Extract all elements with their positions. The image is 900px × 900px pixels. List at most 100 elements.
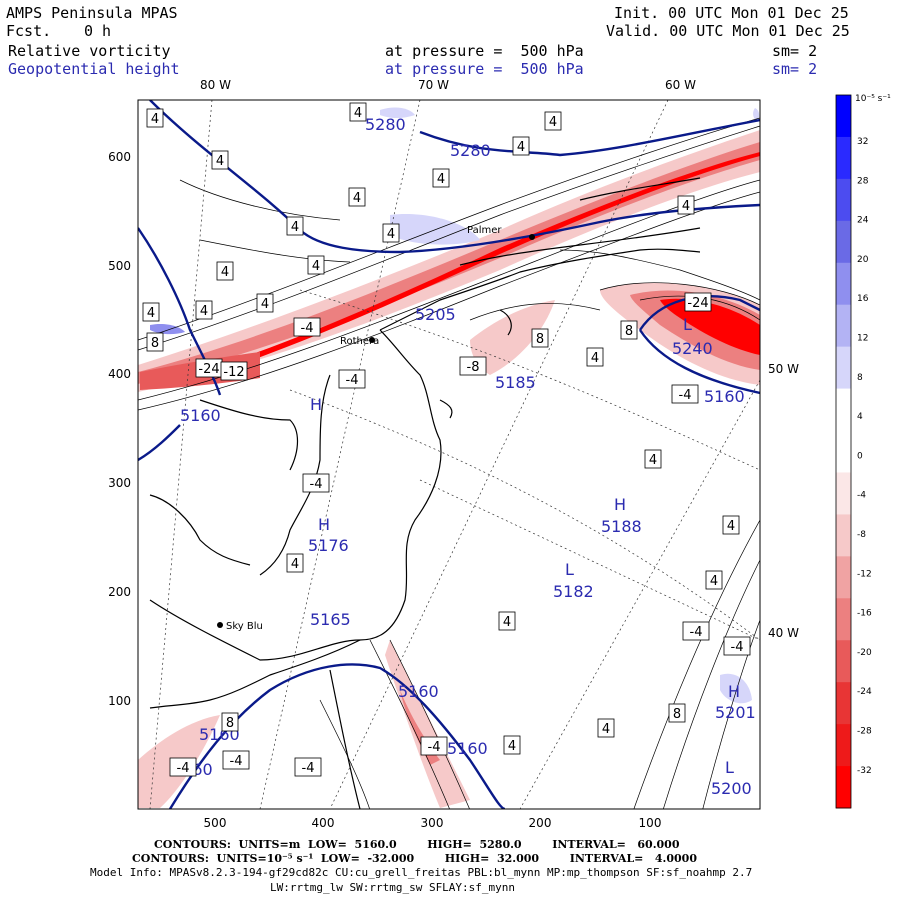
vorticity-label-text: 4 [517,140,525,155]
x-tick-label: 300 [421,816,444,830]
height-label: 5200 [711,779,752,798]
colorbar-segment [836,430,851,473]
height-label: 5188 [601,517,642,536]
lon-label: 80 W [200,78,231,92]
vorticity-label-text: 4 [216,154,224,169]
height-label: 5201 [715,703,756,722]
vorticity-label-box: 4 [349,102,367,122]
lon-label: 70 W [418,78,449,92]
colorbar-label: -24 [857,687,872,697]
vorticity-label-box: 8 [531,328,549,348]
vorticity-label-box: -24 [684,292,712,312]
field2-smoothing: sm= 2 [772,60,818,78]
low-marker: L [683,315,692,334]
y-tick-label: 400 [108,367,131,381]
colorbar-label: -4 [857,491,866,501]
colorbar-label: 4 [857,412,863,422]
colorbar-label: 28 [857,176,869,186]
vorticity-label-box: 4 [498,611,516,631]
vorticity-label-text: 4 [437,172,445,187]
vorticity-label-box: 8 [221,712,239,732]
vorticity-label-text: 4 [387,227,395,242]
valid-time: Valid. 00 UTC Mon 01 Dec 25 [606,22,850,40]
vorticity-label-text: 4 [261,297,269,312]
low-marker: L [565,560,574,579]
vorticity-label-box: 4 [142,302,160,322]
vorticity-label-box: -4 [671,384,699,404]
colorbar-label: 20 [857,255,869,265]
vorticity-label-text: 4 [291,220,299,235]
vorticity-shading [138,107,760,808]
height-labels: 5280 5280 5205 5185 5160 5176 5165 5188 … [172,115,756,798]
y-tick-label: 500 [108,259,131,273]
vorticity-label-box: -4 [222,750,250,770]
colorbar: 10⁻⁵ s⁻¹ 32 28 24 20 16 12 8 4 0 -4 -8 -12 -16 -20 -24… [835,94,891,809]
vorticity-label-text: 4 [549,115,557,130]
colorbar-segment [836,304,851,348]
colorbar-segment [836,95,851,138]
height-label: 5280 [365,115,406,134]
vorticity-label-text: 8 [673,707,681,722]
height-label: 5176 [308,536,349,555]
vorticity-label-text: -4 [301,321,314,336]
vorticity-label-box: 4 [512,136,530,156]
colorbar-label: 32 [857,137,868,147]
vorticity-label-text: -24 [687,296,708,311]
colorbar-segment [836,682,851,725]
y-tick-label: 200 [108,585,131,599]
vorticity-label-text: -24 [198,362,219,377]
colorbar-segment [836,724,851,767]
vorticity-label-box: 4 [307,255,325,275]
vorticity-label-text: 4 [291,557,299,572]
colorbar-label: 16 [857,294,869,304]
lon-label: 50 W [768,362,799,376]
init-time: Init. 00 UTC Mon 01 Dec 25 [614,4,849,22]
vorticity-labels: 4 4 4 4 4 4 4 4 4 4 4 4 4 4 4 8 -4 -24 -12 -4 -8 8 -24 8 4 -4 4 4 4 4… [142,102,751,777]
station-rothera: Rothera [340,336,379,347]
footer-height-contours: CONTOURS: UNITS=m LOW= 5160.0 HIGH= 5280… [154,838,680,851]
colorbar-segment [836,346,851,390]
colorbar-label: -12 [857,569,872,579]
station-sky-blu: Sky Blu [226,621,263,632]
colorbar-segment [836,262,851,306]
height-label: 5160 [398,682,439,701]
longitude-labels: 80 W 70 W 60 W 50 W 40 W [200,78,799,640]
colorbar-frame [835,94,852,809]
vorticity-label-text: 4 [727,519,735,534]
x-tick-label: 200 [529,816,552,830]
vorticity-label-box: 4 [286,553,304,573]
colorbar-segment [836,178,851,222]
field1-name: Relative vorticity [8,42,171,60]
vorticity-label-box: 4 [211,150,229,170]
vorticity-label-box: 4 [286,216,304,236]
vorticity-label-box: -24 [195,358,223,378]
vorticity-label-box: 4 [503,735,521,755]
vorticity-label-text: -12 [223,365,244,380]
vorticity-label-text: -4 [690,625,703,640]
height-label: 5160 [180,406,221,425]
vorticity-label-box: 4 [348,187,366,207]
y-tick-label: 300 [108,476,131,490]
vorticity-label-box: 8 [620,320,638,340]
colorbar-label: -16 [857,609,872,619]
height-label: 5205 [415,305,456,324]
vorticity-label-text: 4 [354,106,362,121]
vorticity-label-box: 4 [722,515,740,535]
colorbar-segment [836,220,851,264]
vorticity-label-box: 4 [597,718,615,738]
field1-smoothing: sm= 2 [772,42,818,60]
y-tick-label: 100 [108,694,131,708]
colorbar-segment [836,472,851,515]
vorticity-label-text: 4 [312,259,320,274]
y-tick-label: 600 [108,150,131,164]
colorbar-segment [836,598,851,641]
vorticity-label-box: 4 [586,347,604,367]
high-marker: H [310,395,322,414]
x-tick-label: 400 [312,816,335,830]
high-marker: H [728,682,740,701]
model-title: AMPS Peninsula MPAS [6,4,178,22]
forecast-value: 0 h [84,22,112,40]
height-label: 5280 [450,141,491,160]
colorbar-segment [836,388,851,432]
height-label: 5182 [553,582,594,601]
